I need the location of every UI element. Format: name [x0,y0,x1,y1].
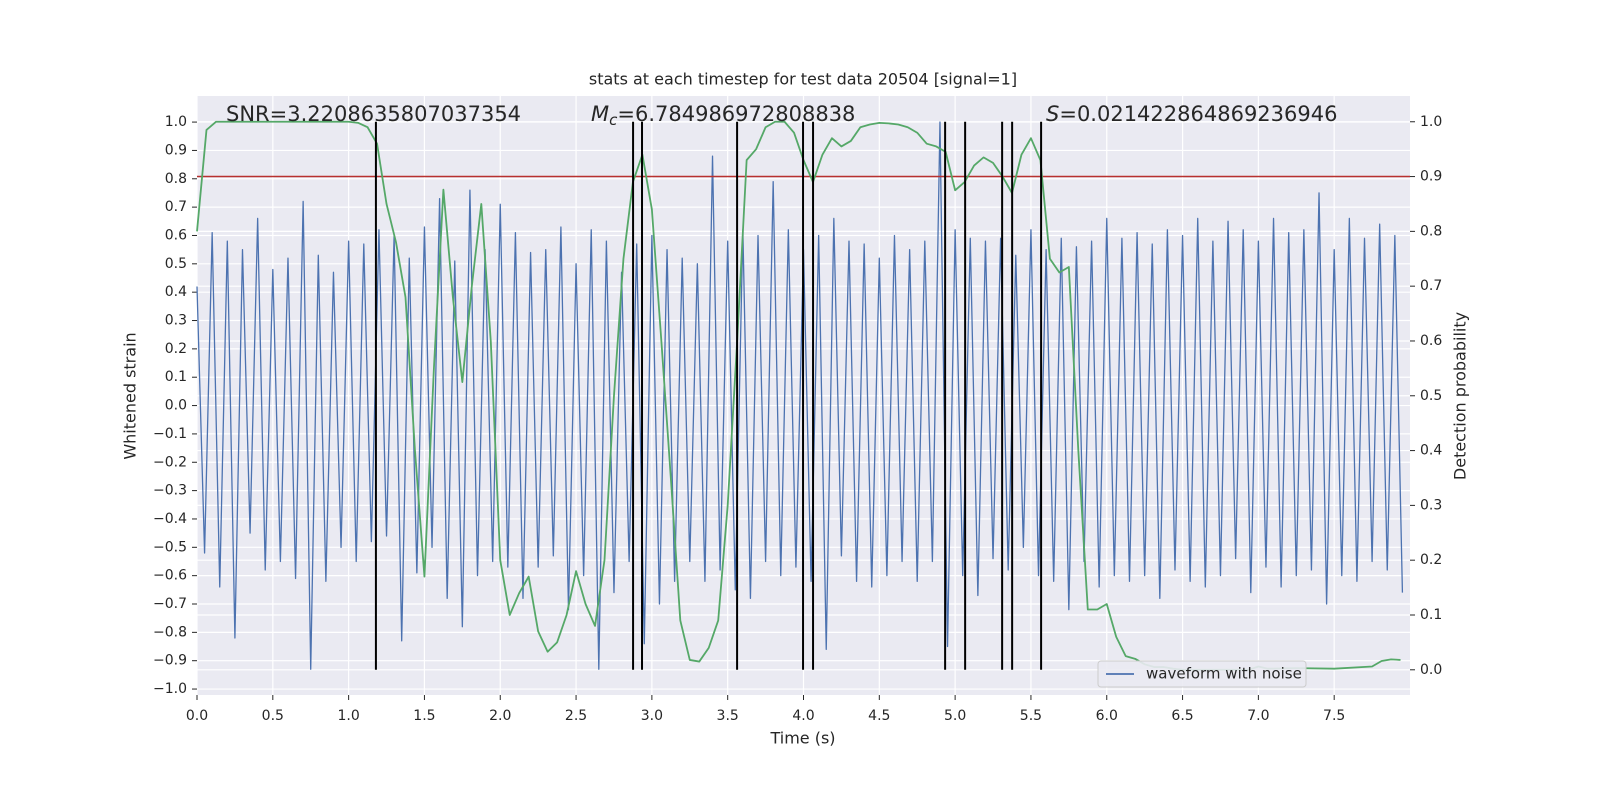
annotation: SNR=3.2208635807037354 [226,102,521,126]
y-tick-label: 0.7 [165,199,187,215]
annotation-text: =6.784986972808838 [617,102,855,126]
y-tick-label: 0.1 [165,369,187,385]
y2-tick-label: 0.3 [1420,497,1442,513]
y-tick-label: −0.3 [153,483,187,499]
x-axis-label: Time (s) [769,729,835,748]
y-tick-label: −0.1 [153,426,187,442]
y-tick-label: −1.0 [153,681,187,697]
x-tick-label: 2.5 [565,708,587,724]
x-tick-label: 2.0 [489,708,511,724]
x-tick-label: 0.5 [262,708,284,724]
x-tick-label: 7.5 [1323,708,1345,724]
annotation: Mc=6.784986972808838 [591,102,855,129]
y-tick-label: 0.5 [165,256,187,272]
y2-axis-label: Detection probability [1451,312,1470,480]
x-tick-label: 3.5 [717,708,739,724]
x-tick-label: 3.0 [641,708,663,724]
x-tick-label: 1.0 [337,708,359,724]
y-tick-label: −0.9 [153,653,187,669]
y-tick-label: 0.8 [165,171,187,187]
y-tick-label: 0.2 [165,341,187,357]
chart-title: stats at each timestep for test data 205… [589,70,1017,89]
y2-tick-label: 0.2 [1420,552,1442,568]
x-tick-label: 1.5 [413,708,435,724]
y2-tick-label: 0.8 [1420,223,1442,239]
x-tick-label: 5.0 [944,708,966,724]
probability-line [196,120,1401,671]
annotation: S=0.021422864869236946 [1046,102,1337,126]
y-axis-label: Whitened strain [121,332,140,459]
y-tick-label: −0.5 [153,539,187,555]
annotation-text: SNR=3.2208635807037354 [226,102,521,126]
legend-box [1097,660,1307,688]
y2-tick-label: 1.0 [1420,114,1442,130]
y-tick-label: 0.9 [165,142,187,158]
y2-tick-label: 0.9 [1420,169,1442,185]
y-tick-label: 0.0 [165,398,187,414]
x-tick-label: 6.5 [1171,708,1193,724]
y-tick-label: −0.4 [153,511,187,527]
legend-label: waveform with noise [1146,665,1302,683]
waveform-line [196,121,1404,670]
y-tick-label: 0.6 [165,227,187,243]
y-tick-label: −0.8 [153,624,187,640]
x-tick-label: 5.5 [1020,708,1042,724]
annotation-subscript: c [609,111,618,129]
y-tick-label: 1.0 [165,114,187,130]
y2-tick-label: 0.7 [1420,278,1442,294]
x-tick-label: 4.5 [868,708,890,724]
y2-tick-label: 0.5 [1420,388,1442,404]
x-tick-label: 4.0 [792,708,814,724]
annotation-symbol: S [1046,102,1059,126]
y2-tick-label: 0.1 [1420,607,1442,623]
y2-tick-label: 0.6 [1420,333,1442,349]
y-tick-label: −0.6 [153,568,187,584]
y-tick-label: 0.4 [165,284,187,300]
y-tick-label: 0.3 [165,313,187,329]
annotation-text: =0.021422864869236946 [1059,102,1337,126]
x-tick-label: 7.0 [1247,708,1269,724]
y-tick-label: −0.2 [153,454,187,470]
x-tick-label: 6.0 [1096,708,1118,724]
annotation-symbol: M [591,102,609,126]
y2-tick-label: 0.0 [1420,662,1442,678]
y2-tick-label: 0.4 [1420,443,1442,459]
y-tick-label: −0.7 [153,596,187,612]
x-tick-label: 0.0 [186,708,208,724]
